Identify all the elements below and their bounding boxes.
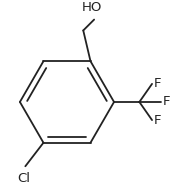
Text: F: F: [163, 95, 170, 108]
Text: F: F: [154, 114, 161, 127]
Text: F: F: [154, 77, 161, 90]
Text: Cl: Cl: [17, 172, 30, 185]
Text: HO: HO: [82, 1, 102, 14]
